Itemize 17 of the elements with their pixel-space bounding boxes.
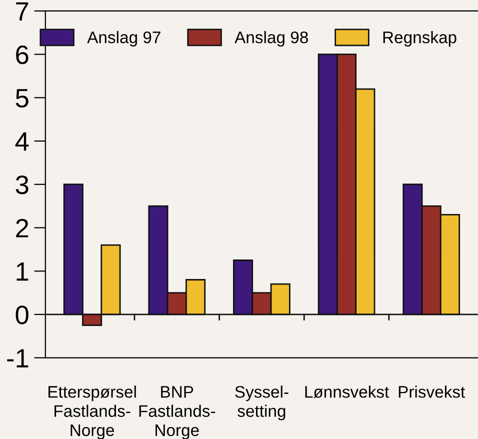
x-tick-label: Prisvekst xyxy=(398,386,466,398)
y-tick-label: 6 xyxy=(16,45,28,64)
x-tick-label: Etterspørsel Fastlands- Norge xyxy=(48,386,136,439)
y-tick-label: -1 xyxy=(7,349,28,368)
y-tick-label: 4 xyxy=(15,132,29,151)
y-tick-label: 0 xyxy=(16,306,28,324)
x-tick-label: Syssel- setting xyxy=(235,386,288,420)
legend-label: Regnskap xyxy=(383,31,456,47)
y-tick-label: 5 xyxy=(16,89,28,108)
y-tick-label: 7 xyxy=(16,2,28,21)
legend-label: Anslag 97 xyxy=(87,31,160,47)
y-tick-label: 1 xyxy=(16,262,28,281)
y-tick-label: 2 xyxy=(16,218,28,238)
legend-label: Anslag 98 xyxy=(234,31,308,47)
x-tick-label: BNP Fastlands- Norge xyxy=(139,386,216,439)
x-tick-label: Lønnsvekst xyxy=(305,386,390,398)
y-tick-label: 3 xyxy=(16,176,28,194)
